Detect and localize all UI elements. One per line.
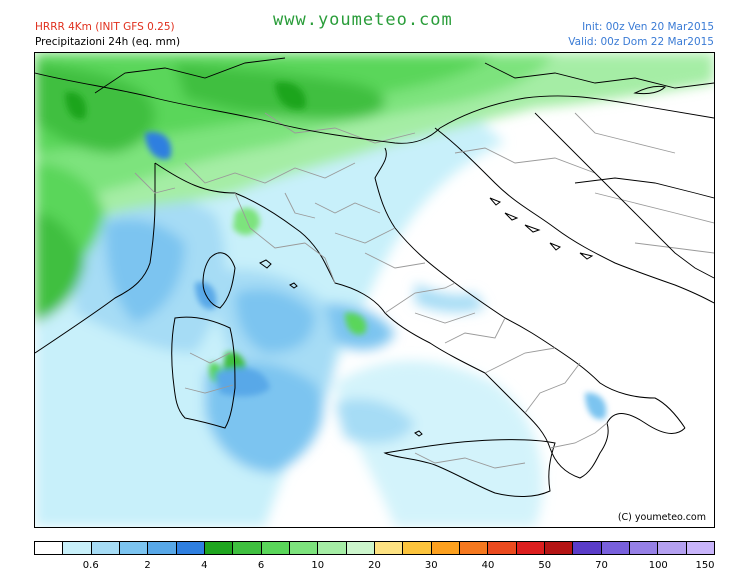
- regional-borders: [134, 112, 714, 469]
- legend-swatch: [176, 542, 205, 554]
- legend-swatch: [686, 542, 714, 554]
- legend-tick-label: 4: [201, 560, 208, 571]
- legend-swatch: [119, 542, 149, 554]
- legend-swatch: [63, 542, 92, 554]
- coastlines: [35, 85, 714, 497]
- legend-swatch: [403, 542, 432, 554]
- legend-tick-label: 50: [538, 560, 552, 571]
- map-canvas: [35, 53, 714, 527]
- legend-swatch: [148, 542, 177, 554]
- legend-swatch: [35, 542, 64, 554]
- legend-swatch: [346, 542, 375, 554]
- legend-swatch: [374, 542, 404, 554]
- precipitation-field: [35, 53, 714, 527]
- legend-tick-label: 20: [368, 560, 381, 571]
- legend-tick-label: 100: [648, 560, 668, 571]
- legend-tick-label: 40: [481, 560, 495, 571]
- legend-tick-label: 70: [595, 560, 608, 571]
- legend-swatch: [516, 542, 545, 554]
- legend-color-bar: [34, 541, 715, 555]
- legend-swatch: [488, 542, 517, 554]
- map-copyright: (C) youmeteo.com: [615, 512, 708, 523]
- legend-swatch: [91, 542, 120, 554]
- legend-swatch: [544, 542, 574, 554]
- legend-swatch: [204, 542, 234, 554]
- legend-tick-label: 150: [695, 560, 715, 571]
- model-title: HRRR 4Km (INIT GFS 0.25): [35, 21, 175, 33]
- precipitation-map[interactable]: (C) youmeteo.com: [34, 52, 715, 528]
- legend-labels: 0.6 2 4 6 10 20 30 40 50 70 100 150: [34, 560, 715, 574]
- legend-tick-label: 30: [424, 560, 438, 571]
- legend-tick-label: 2: [144, 560, 151, 571]
- valid-time: Valid: 00z Dom 22 Mar2015: [568, 36, 714, 48]
- legend-swatch: [601, 542, 630, 554]
- legend-swatch: [459, 542, 489, 554]
- init-time: Init: 00z Ven 20 Mar2015: [582, 21, 714, 33]
- legend-tick-label: 0.6: [82, 560, 99, 571]
- national-borders: [35, 57, 714, 279]
- map-subtitle: Precipitazioni 24h (eq. mm): [35, 36, 181, 48]
- legend-swatch: [289, 542, 319, 554]
- legend-tick-label: 10: [311, 560, 325, 571]
- legend-swatch: [233, 542, 262, 554]
- legend-swatch: [658, 542, 687, 554]
- site-name[interactable]: www.youmeteo.com: [273, 10, 453, 30]
- legend-tick-label: 6: [257, 560, 265, 571]
- legend-swatch: [573, 542, 602, 554]
- legend-swatch: [261, 542, 290, 554]
- legend-swatch: [318, 542, 347, 554]
- legend-swatch: [629, 542, 659, 554]
- legend-swatch: [431, 542, 460, 554]
